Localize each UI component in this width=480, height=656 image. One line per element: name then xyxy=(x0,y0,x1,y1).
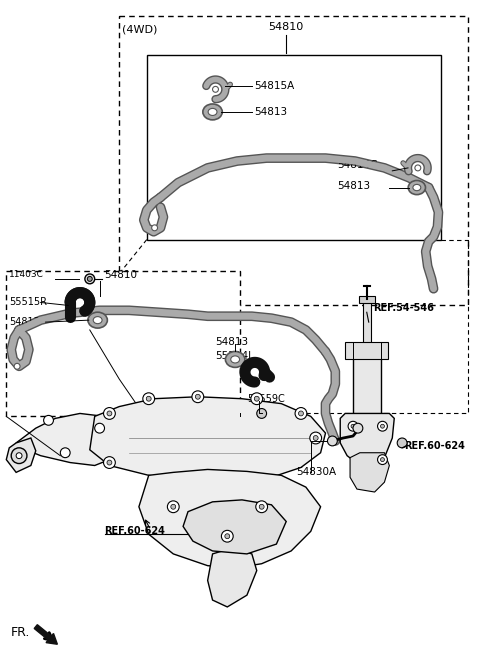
Text: REF.54-546: REF.54-546 xyxy=(372,303,433,314)
Circle shape xyxy=(254,396,259,401)
Circle shape xyxy=(85,274,95,284)
Circle shape xyxy=(415,165,421,171)
Circle shape xyxy=(295,407,307,419)
Circle shape xyxy=(95,423,105,433)
Circle shape xyxy=(16,453,22,459)
Circle shape xyxy=(143,393,155,405)
Bar xyxy=(345,342,388,359)
FancyArrow shape xyxy=(34,625,58,644)
Polygon shape xyxy=(90,397,325,482)
Circle shape xyxy=(60,448,70,458)
Bar xyxy=(359,296,374,304)
Circle shape xyxy=(225,534,230,539)
Circle shape xyxy=(213,87,218,92)
Circle shape xyxy=(313,436,318,440)
Circle shape xyxy=(378,421,387,431)
Text: REF.60-624: REF.60-624 xyxy=(105,526,166,537)
Circle shape xyxy=(107,460,112,465)
Polygon shape xyxy=(139,470,321,567)
Circle shape xyxy=(87,276,92,281)
Circle shape xyxy=(14,363,20,369)
Polygon shape xyxy=(340,413,394,468)
Circle shape xyxy=(44,415,53,425)
Circle shape xyxy=(378,455,387,464)
Text: 54810: 54810 xyxy=(105,270,137,280)
Polygon shape xyxy=(6,438,36,472)
Circle shape xyxy=(104,457,115,468)
Ellipse shape xyxy=(408,180,425,195)
Text: 55515R: 55515R xyxy=(9,297,47,308)
Circle shape xyxy=(168,501,179,512)
Circle shape xyxy=(221,530,233,542)
Circle shape xyxy=(256,501,267,512)
Ellipse shape xyxy=(203,104,222,120)
Ellipse shape xyxy=(226,352,245,367)
Circle shape xyxy=(146,396,151,401)
Polygon shape xyxy=(350,453,389,492)
Text: 54815A: 54815A xyxy=(254,81,294,91)
Circle shape xyxy=(107,411,112,416)
Bar xyxy=(353,354,381,419)
Text: 54813: 54813 xyxy=(337,180,371,191)
Circle shape xyxy=(259,504,264,509)
Text: (4WD): (4WD) xyxy=(122,24,157,34)
Circle shape xyxy=(348,421,358,431)
Text: 54813: 54813 xyxy=(9,317,40,327)
Text: 54810: 54810 xyxy=(269,22,304,32)
Circle shape xyxy=(310,432,322,444)
Circle shape xyxy=(251,393,263,405)
Circle shape xyxy=(397,438,407,448)
Ellipse shape xyxy=(93,317,102,323)
Circle shape xyxy=(299,411,303,416)
Text: 54814C: 54814C xyxy=(337,160,378,170)
Ellipse shape xyxy=(413,184,421,191)
Bar xyxy=(147,55,442,239)
Circle shape xyxy=(381,458,384,462)
Circle shape xyxy=(171,504,176,509)
Circle shape xyxy=(104,407,115,419)
Text: 54813: 54813 xyxy=(216,337,249,347)
Text: 54813: 54813 xyxy=(254,107,287,117)
Text: REF.60-624: REF.60-624 xyxy=(404,441,465,451)
Circle shape xyxy=(11,448,27,464)
Text: 11403C: 11403C xyxy=(9,270,44,279)
Polygon shape xyxy=(16,413,124,466)
Ellipse shape xyxy=(88,312,108,328)
Bar xyxy=(119,16,468,306)
Circle shape xyxy=(152,225,157,231)
Circle shape xyxy=(195,394,200,400)
Polygon shape xyxy=(183,500,286,554)
Text: FR.: FR. xyxy=(11,626,31,639)
Circle shape xyxy=(351,424,355,428)
Ellipse shape xyxy=(231,356,240,363)
Text: 54830A: 54830A xyxy=(296,467,336,478)
Circle shape xyxy=(327,436,337,446)
Bar xyxy=(6,271,240,417)
Text: 54559C: 54559C xyxy=(247,394,285,403)
Circle shape xyxy=(381,424,384,428)
Circle shape xyxy=(353,423,363,433)
Ellipse shape xyxy=(208,108,217,115)
Text: 55514L: 55514L xyxy=(216,350,254,361)
Polygon shape xyxy=(208,548,257,607)
Bar xyxy=(363,300,371,354)
Circle shape xyxy=(192,391,204,403)
Circle shape xyxy=(257,409,266,419)
